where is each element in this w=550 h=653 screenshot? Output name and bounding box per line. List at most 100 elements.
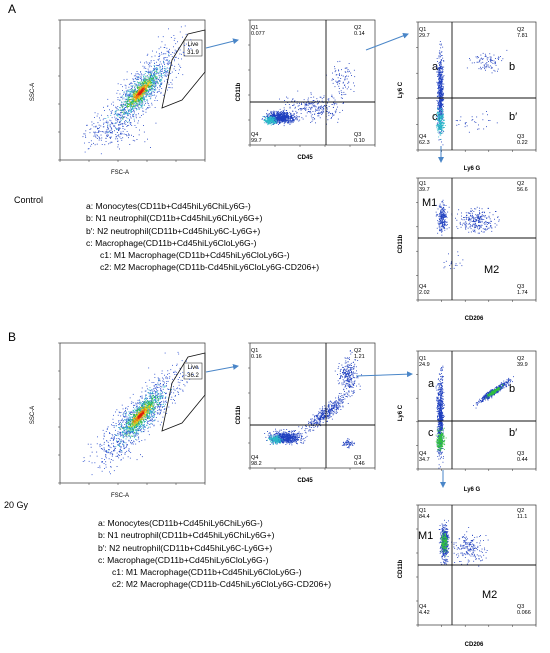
- q4-value: 4.42: [419, 610, 430, 616]
- plot-frame: [249, 19, 376, 146]
- legend-item-c2: c2: M2 Macrophage(CD11b-Cd45hiLy6CloLy6G…: [112, 579, 332, 590]
- density-dots: [82, 25, 192, 155]
- legend-item-c: c: Macrophage(CD11b+Cd45hiLy6CloLy6G-): [98, 554, 269, 565]
- gate-name: Live: [187, 42, 199, 48]
- axis-ticks: [248, 19, 376, 147]
- legend-item-b: b: N1 neutrophil(CD11b+Cd45hiLy6ChiLy6G+…: [98, 530, 275, 541]
- pop-m1-label: M1: [422, 197, 437, 209]
- axis-ticks: [416, 350, 537, 471]
- q4-value: 34.7: [419, 457, 430, 463]
- q2-name: Q2: [354, 348, 361, 354]
- pop-c-label: c: [432, 111, 438, 123]
- q3-value: 0.46: [354, 461, 365, 467]
- event-dots: [435, 365, 514, 469]
- q3-name: Q3: [354, 132, 361, 138]
- arrow-b-gate-to-cd45: [205, 363, 239, 373]
- q4-value: 62.3: [419, 140, 430, 146]
- legend-item-c2: c2: M2 Macrophage(CD11b-Cd45hiLy6CloLy6G…: [100, 262, 320, 273]
- q2-value: 56.6: [517, 187, 528, 193]
- q4-value: 98.2: [251, 461, 262, 467]
- legend-item-c: c: Macrophage(CD11b+Cd45hiLy6CloLy6G-): [86, 237, 257, 248]
- q1-value: 84.4: [419, 514, 430, 520]
- q2-value: 11.1: [517, 514, 527, 520]
- y-axis-label: CD11b: [236, 82, 242, 101]
- panel-b-gate-plot: FSC-A SSC-A Live 36.2: [30, 342, 206, 499]
- q4-name: Q4: [419, 284, 426, 290]
- pop-c-label: c: [428, 427, 434, 439]
- panel-b-legend: a: Monocytes(CD11b+Cd45hiLy6ChiLy6G-) b:…: [98, 517, 331, 591]
- panel-b-condition: 20 Gy: [4, 500, 29, 510]
- axis-ticks: [58, 19, 206, 162]
- axis-ticks: [248, 342, 376, 470]
- q1-name: Q1: [251, 348, 258, 354]
- q1-value: 39.7: [419, 187, 430, 193]
- q3-value: 0.22: [517, 140, 528, 146]
- q1-value: 29.7: [419, 33, 430, 39]
- q2-name: Q2: [354, 25, 361, 31]
- y-axis-label: SSC-A: [30, 406, 36, 424]
- pop-m2-label: M2: [484, 264, 499, 276]
- pop-m2-label: M2: [482, 589, 497, 601]
- gate-percent: 36.2: [187, 373, 199, 379]
- event-dots: [438, 519, 489, 567]
- panel-a-gate-plot: FSC-A SSC-A Live 31.9: [30, 19, 206, 176]
- q4-name: Q4: [419, 451, 426, 457]
- arrow-a-cd45-to-ly6: [365, 32, 409, 51]
- q1-name: Q1: [251, 25, 258, 31]
- q4-value: 99.7: [251, 138, 262, 144]
- legend-item-b-prime: b′: N2 neutrophil(CD11b+Cd45hiLy6C-Ly6G+…: [98, 542, 273, 553]
- x-axis-label: CD206: [465, 642, 484, 648]
- q3-name: Q3: [517, 451, 524, 457]
- axis-ticks: [416, 21, 537, 152]
- pop-a-label: a: [432, 61, 439, 73]
- pop-b-prime-label: b′: [509, 427, 517, 439]
- panel-b-ly6-plot: Ly6 G Ly6 C Q1 24.9 Q2 39.9 Q3 0.44 Q4 3…: [398, 350, 537, 493]
- x-axis-label: FSC-A: [111, 170, 129, 176]
- event-dots: [264, 350, 362, 449]
- q2-value: 1.21: [354, 354, 365, 360]
- x-axis-label: FSC-A: [111, 493, 129, 499]
- pop-b-prime-label: b′: [509, 111, 517, 123]
- y-axis-label: CD11b: [398, 234, 404, 253]
- pop-b-label: b: [509, 383, 515, 395]
- x-axis-label: Ly6 G: [464, 487, 481, 493]
- q2-value: 0.14: [354, 31, 365, 37]
- x-axis-label: CD45: [297, 478, 313, 484]
- gate-label-box: [183, 362, 203, 380]
- panel-b-cd206-plot: CD206 CD11b Q1 84.4 Q2 11.1 Q3 0.066 Q4 …: [398, 504, 537, 648]
- q3-name: Q3: [517, 604, 524, 610]
- q1-name: Q1: [419, 508, 426, 514]
- q2-name: Q2: [517, 356, 524, 362]
- panel-a-legend: a: Monocytes(CD11b+Cd45hiLy6ChiLy6G-) b:…: [86, 200, 319, 274]
- legend-item-a: a: Monocytes(CD11b+Cd45hiLy6ChiLy6G-): [86, 201, 251, 211]
- q3-value: 0.44: [517, 457, 528, 463]
- density-dots: [82, 351, 199, 476]
- q1-value: 24.9: [419, 362, 430, 368]
- panel-b-letter: B: [8, 330, 17, 344]
- q1-value: 0.16: [251, 354, 262, 360]
- q2-value: 39.9: [517, 362, 528, 368]
- event-dots: [435, 199, 500, 270]
- live-gate: [161, 29, 206, 109]
- q2-name: Q2: [517, 508, 524, 514]
- legend-item-c1: c1: M1 Macrophage(CD11b+Cd45hiLy6CloLy6G…: [100, 250, 290, 261]
- y-axis-label: Ly6 C: [398, 404, 404, 421]
- panel-a-cd206-plot: CD206 CD11b Q1 39.7 Q2 56.6 Q3 1.74 Q4 2…: [398, 177, 537, 322]
- q4-name: Q4: [419, 134, 426, 140]
- q3-value: 0.066: [517, 610, 531, 616]
- q4-name: Q4: [251, 132, 258, 138]
- panel-a-cd45-plot: CD45 CD11b Q1 0.077 Q2 0.14 Q3 0.10 Q4 9…: [236, 19, 376, 161]
- panel-a-letter: A: [8, 2, 17, 16]
- x-axis-label: Ly6 G: [464, 166, 481, 172]
- q3-name: Q3: [517, 284, 524, 290]
- q4-value: 2.02: [419, 290, 430, 296]
- live-gate: [161, 352, 206, 432]
- q2-name: Q2: [517, 27, 524, 33]
- axis-ticks: [416, 504, 537, 627]
- q3-name: Q3: [517, 134, 524, 140]
- pop-m1-label: M1: [418, 530, 433, 542]
- plot-frame: [249, 342, 376, 469]
- legend-item-b: b: N1 neutrophil(CD11b+Cd45hiLy6ChiLy6G+…: [86, 213, 263, 224]
- gate-name: Live: [187, 365, 199, 371]
- q1-name: Q1: [419, 356, 426, 362]
